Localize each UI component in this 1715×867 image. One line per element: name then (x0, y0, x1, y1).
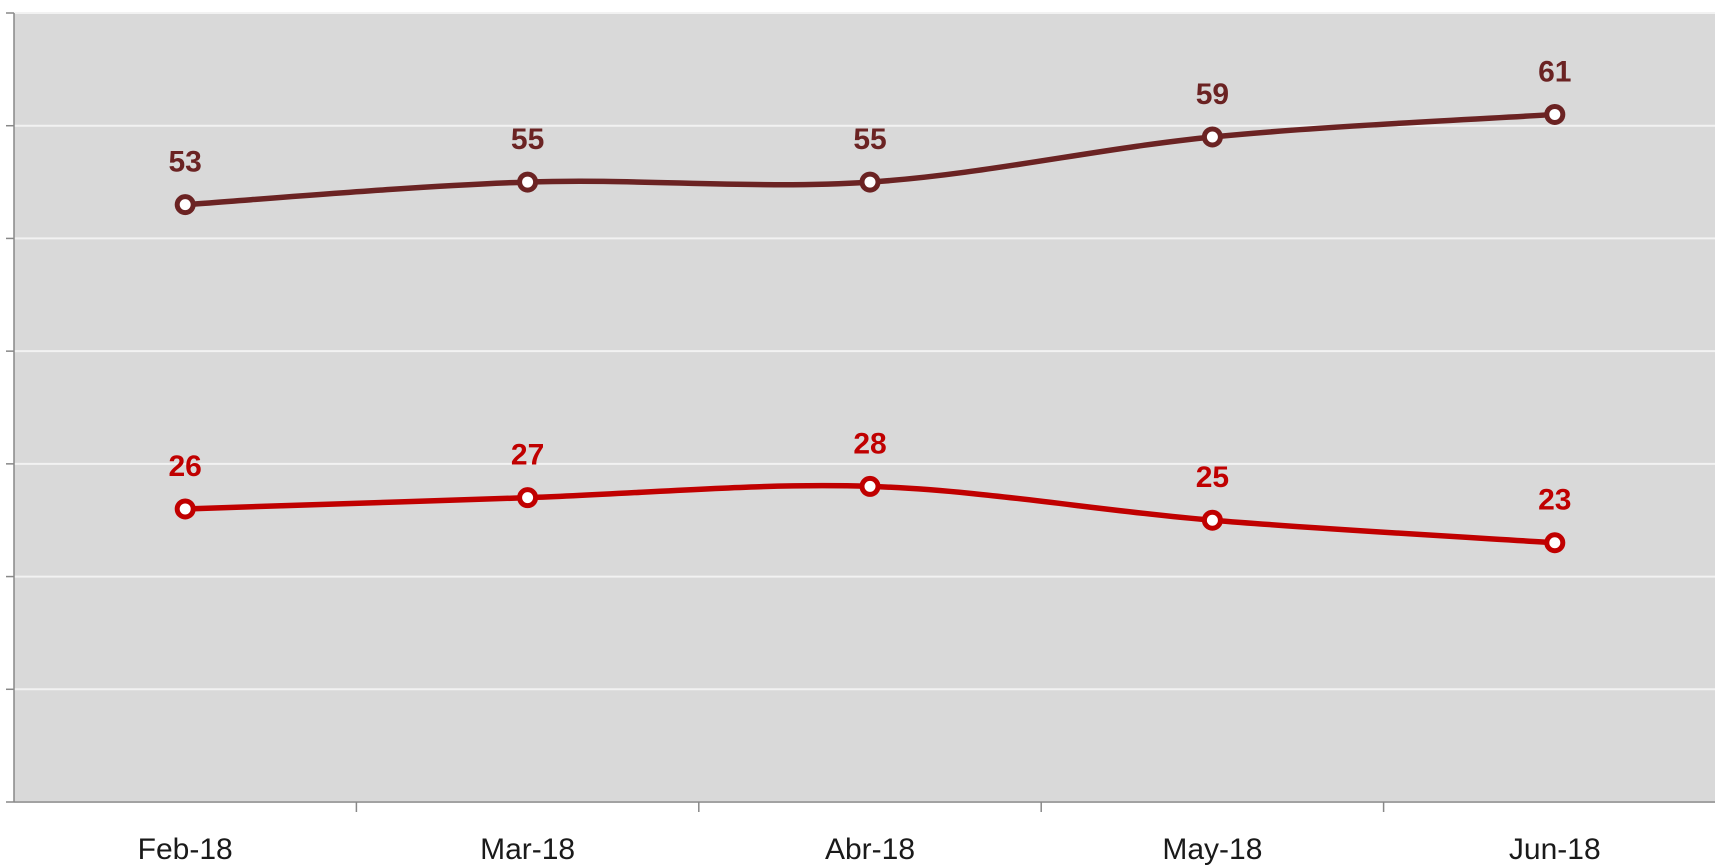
data-label: 61 (1538, 55, 1571, 88)
data-label: 23 (1538, 484, 1571, 517)
plot-area (14, 13, 1715, 802)
point-marker (174, 498, 196, 520)
point-marker (859, 475, 881, 497)
x-tick-label: May-18 (1162, 833, 1262, 866)
point-marker (517, 487, 539, 509)
data-label: 25 (1196, 461, 1229, 494)
data-label: 26 (169, 450, 202, 483)
data-label: 59 (1196, 78, 1229, 111)
point-marker (1544, 532, 1566, 554)
point-marker (1201, 126, 1223, 148)
point-marker (859, 171, 881, 193)
point-marker (174, 194, 196, 216)
x-tick-label: Jun-18 (1509, 833, 1601, 866)
point-marker (1201, 509, 1223, 531)
data-label: 27 (511, 439, 544, 472)
x-tick-label: Abr-18 (825, 833, 915, 866)
data-label: 53 (169, 146, 202, 179)
data-label: 55 (853, 123, 886, 156)
data-label: 55 (511, 123, 544, 156)
x-tick-label: Mar-18 (480, 833, 575, 866)
x-tick-label: Feb-18 (138, 833, 233, 866)
point-marker (517, 171, 539, 193)
point-marker (1544, 103, 1566, 125)
data-label: 28 (853, 427, 886, 460)
